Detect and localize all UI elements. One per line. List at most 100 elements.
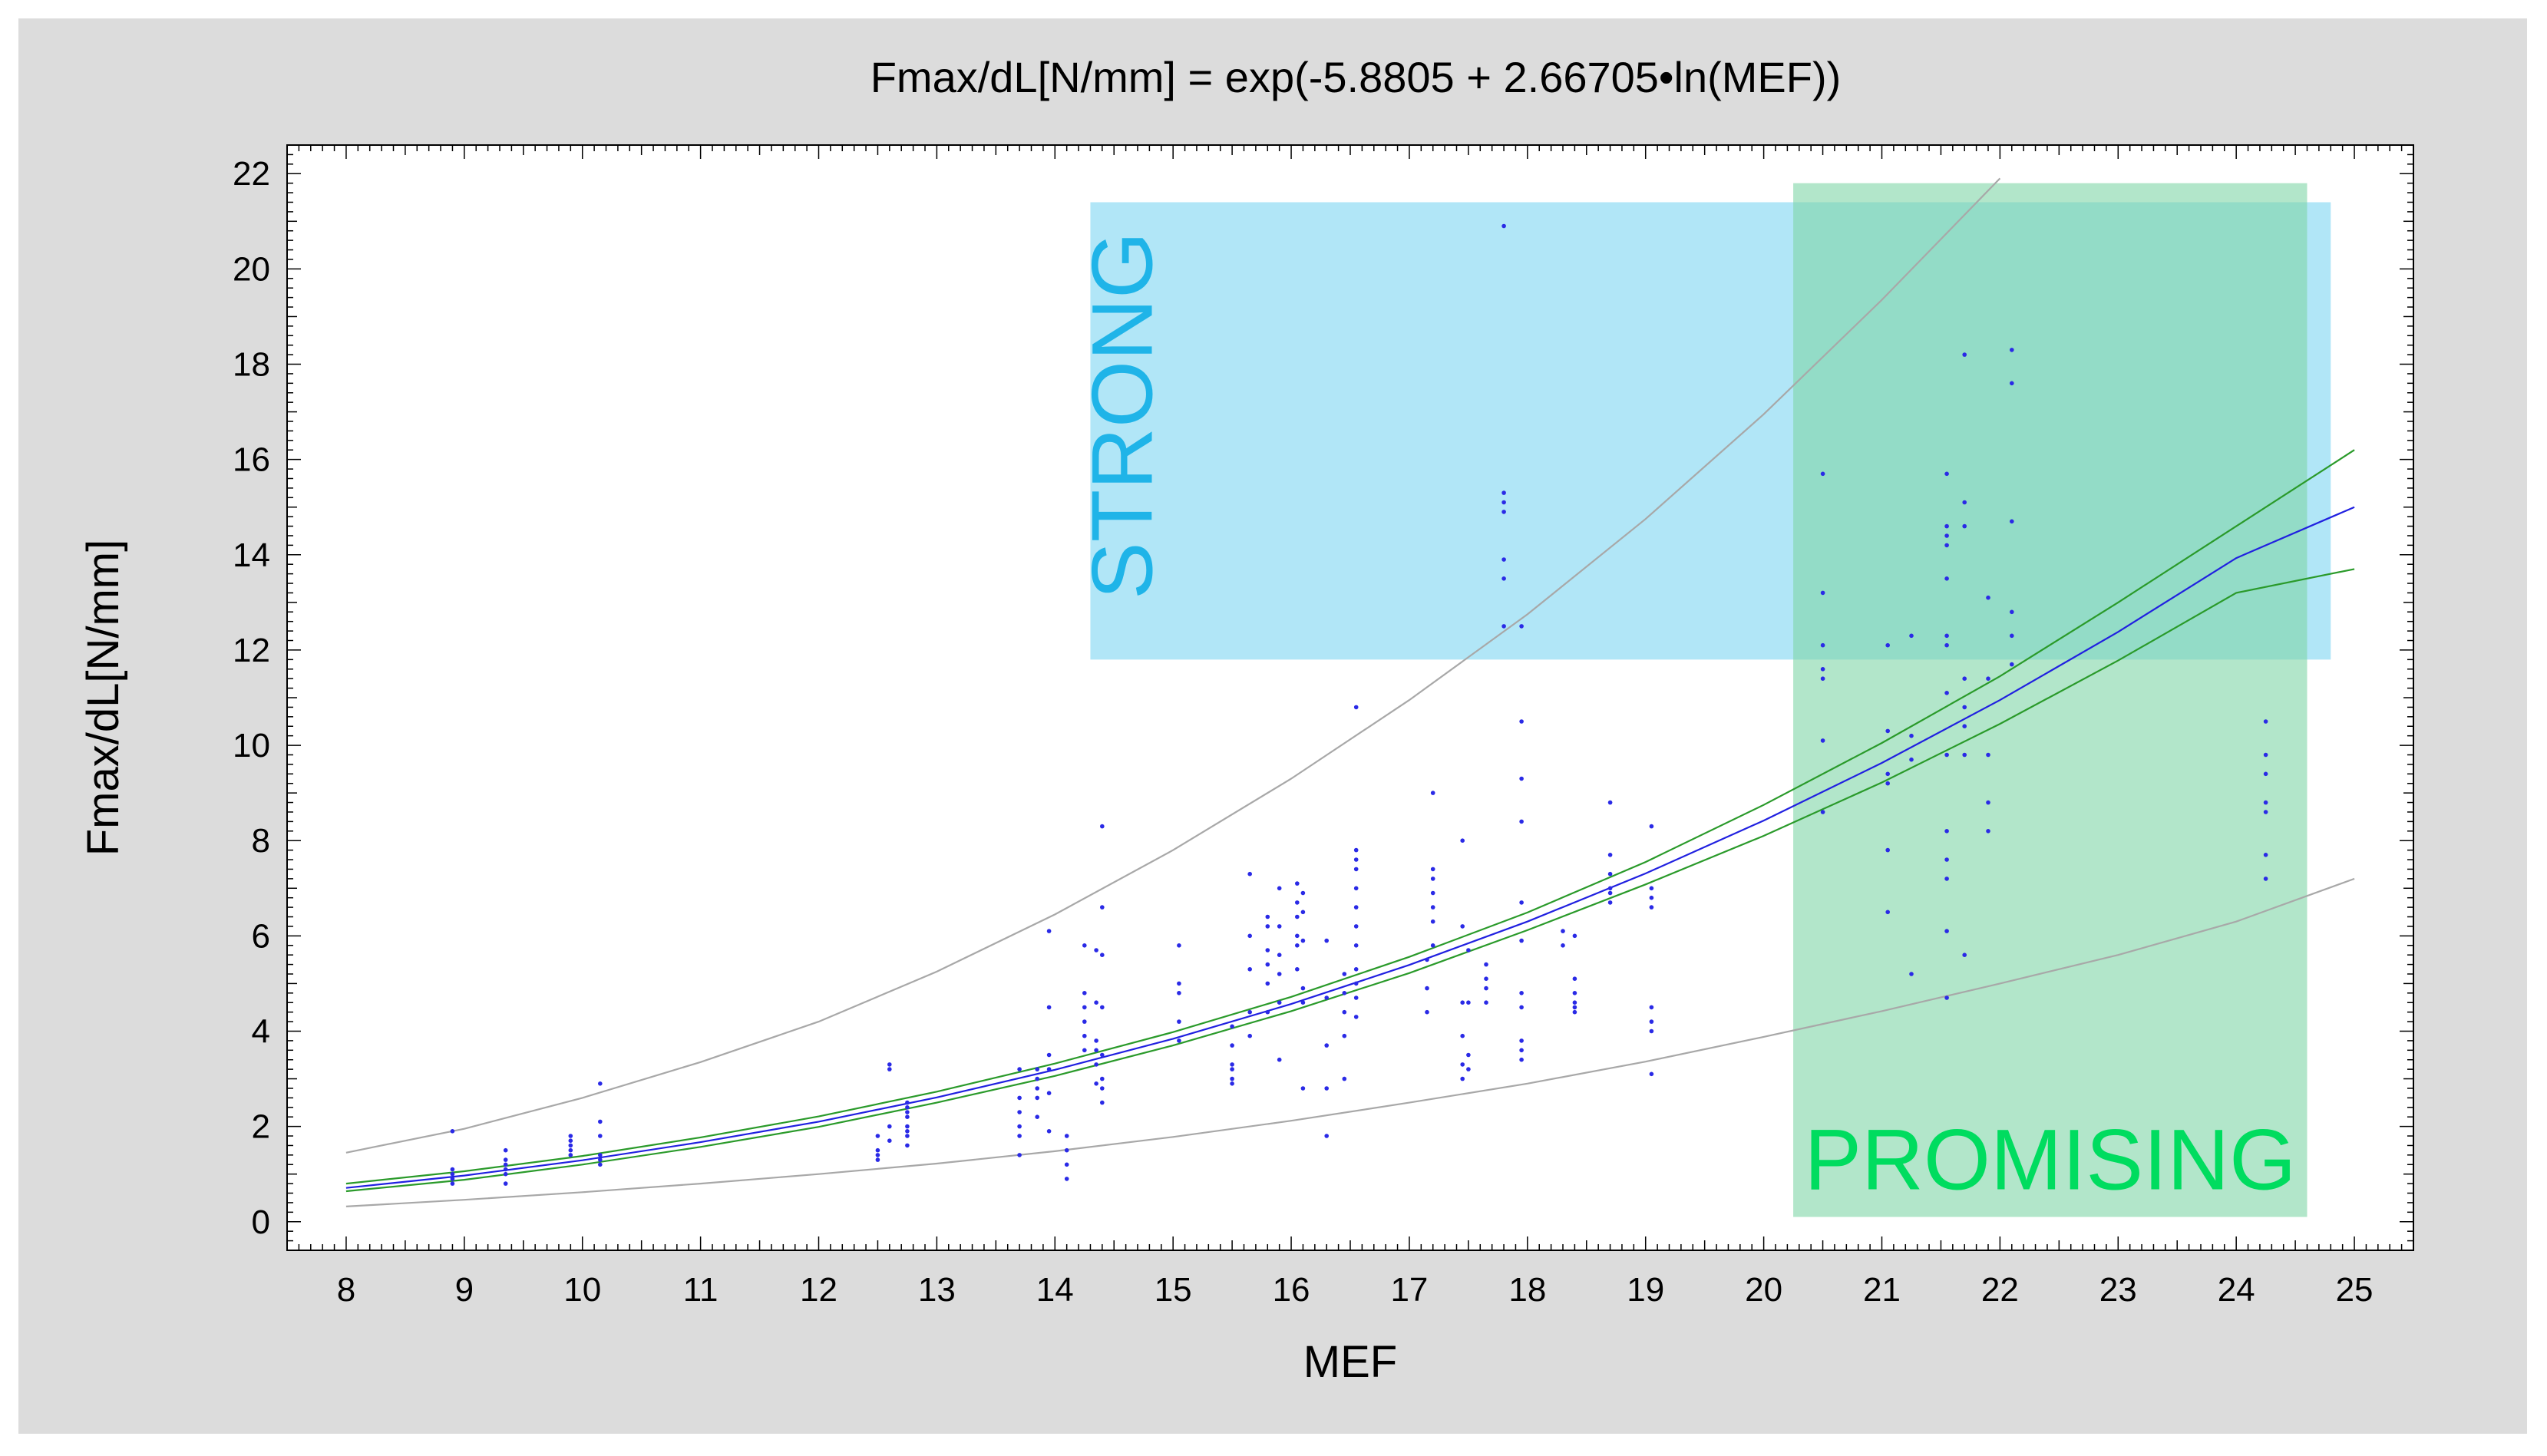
data-point xyxy=(1277,953,1282,957)
data-point xyxy=(1519,624,1524,629)
data-point xyxy=(1649,1019,1654,1024)
data-point xyxy=(1519,1057,1524,1062)
data-point xyxy=(905,1114,910,1119)
data-point xyxy=(1035,1114,1039,1119)
y-tick-label: 22 xyxy=(233,155,270,193)
y-axis-label: Fmax/dL[N/mm] xyxy=(78,540,128,857)
data-point xyxy=(1885,910,1890,915)
data-point xyxy=(1607,886,1613,891)
data-point xyxy=(1519,819,1524,824)
data-point xyxy=(1324,1086,1329,1091)
data-point xyxy=(1094,1081,1098,1086)
data-point xyxy=(1649,824,1654,829)
x-tick-label: 16 xyxy=(1273,1271,1310,1309)
data-point xyxy=(1353,995,1359,1000)
data-point xyxy=(2010,609,2014,615)
data-point xyxy=(503,1167,508,1172)
data-point xyxy=(450,1171,455,1177)
data-point xyxy=(1295,881,1300,886)
data-point xyxy=(887,1067,892,1071)
data-point xyxy=(1986,676,1990,681)
data-point xyxy=(1353,857,1359,862)
data-point xyxy=(1519,776,1524,781)
data-point xyxy=(1820,676,1825,681)
data-point xyxy=(450,1177,455,1181)
data-point xyxy=(2263,800,2268,805)
data-point xyxy=(1100,1052,1105,1058)
data-point xyxy=(1265,981,1270,986)
data-point xyxy=(1177,1019,1181,1024)
data-point xyxy=(1430,943,1435,948)
data-point xyxy=(1300,938,1306,943)
data-point xyxy=(2010,381,2014,386)
data-point xyxy=(1353,867,1359,872)
data-point xyxy=(1064,1147,1069,1153)
data-point xyxy=(1277,1000,1282,1005)
data-point xyxy=(1017,1153,1022,1157)
data-point xyxy=(1460,924,1465,929)
data-point xyxy=(598,1157,603,1162)
data-point xyxy=(1230,1076,1234,1081)
data-point xyxy=(1035,1095,1039,1101)
data-point xyxy=(1962,705,1967,710)
data-point xyxy=(1100,905,1105,910)
data-point xyxy=(1430,877,1435,881)
data-point xyxy=(1460,1076,1465,1081)
data-point xyxy=(875,1153,880,1157)
data-point xyxy=(1046,1005,1052,1010)
data-point xyxy=(1100,1005,1105,1010)
data-point xyxy=(1484,1000,1488,1005)
x-tick-label: 18 xyxy=(1508,1271,1546,1309)
data-point xyxy=(598,1153,603,1157)
data-point xyxy=(1265,1009,1270,1015)
data-point xyxy=(1649,1028,1654,1034)
data-point xyxy=(1962,523,1967,529)
data-point xyxy=(1277,1057,1282,1062)
data-point xyxy=(1277,886,1282,891)
y-tick-label: 6 xyxy=(252,917,270,955)
data-point xyxy=(1986,800,1990,805)
data-point xyxy=(1909,733,1914,738)
data-point xyxy=(1064,1177,1069,1181)
x-tick-label: 10 xyxy=(563,1271,601,1309)
data-point xyxy=(1230,1081,1234,1086)
data-point xyxy=(1607,853,1613,857)
x-tick-label: 15 xyxy=(1155,1271,1192,1309)
data-point xyxy=(1082,1019,1087,1024)
x-tick-label: 12 xyxy=(800,1271,837,1309)
data-point xyxy=(1460,838,1465,843)
data-point xyxy=(1460,1033,1465,1038)
data-point xyxy=(1944,752,1949,758)
data-point xyxy=(2010,633,2014,639)
data-point xyxy=(1230,1062,1234,1067)
data-point xyxy=(1353,905,1359,910)
y-tick-labels: 0 2 4 6 8 10 12 14 16 18 20 22 xyxy=(233,155,270,1241)
data-point xyxy=(1572,976,1577,981)
data-point xyxy=(1519,719,1524,724)
data-point xyxy=(503,1157,508,1162)
data-point xyxy=(1353,886,1359,891)
data-point xyxy=(1944,642,1949,648)
data-point xyxy=(1944,857,1949,862)
data-point xyxy=(1094,1062,1098,1067)
data-point xyxy=(1247,1009,1252,1015)
data-point xyxy=(1466,948,1471,953)
x-tick-labels: 8 9 10 11 12 13 14 15 16 17 18 19 20 21 22 23 24 25 xyxy=(337,1271,2374,1309)
data-point xyxy=(1944,633,1949,639)
data-point xyxy=(1460,1062,1465,1067)
data-point xyxy=(1501,557,1506,562)
data-point xyxy=(2263,752,2268,758)
data-point xyxy=(1430,791,1435,795)
data-point xyxy=(1986,752,1990,758)
data-point xyxy=(450,1129,455,1134)
y-tick-label: 10 xyxy=(233,727,270,764)
data-point xyxy=(1277,972,1282,976)
data-point xyxy=(1649,905,1654,910)
data-point xyxy=(1820,590,1825,596)
data-point xyxy=(1425,957,1429,962)
data-point xyxy=(1247,933,1252,939)
data-point xyxy=(1342,1076,1347,1081)
data-point xyxy=(1944,877,1949,881)
x-tick-label: 17 xyxy=(1390,1271,1428,1309)
data-point xyxy=(1484,976,1488,981)
